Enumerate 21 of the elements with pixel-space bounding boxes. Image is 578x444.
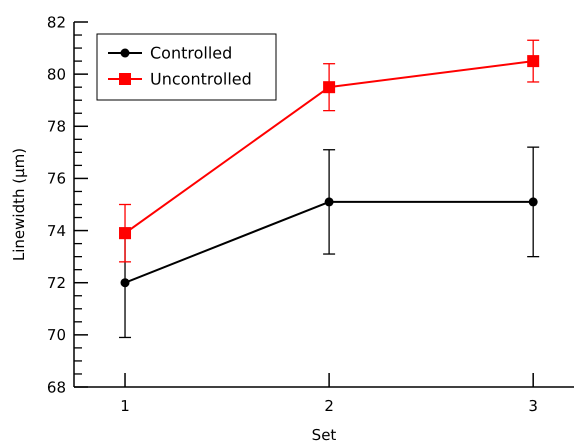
y-tick-label: 70 <box>46 326 66 344</box>
legend-label: Uncontrolled <box>150 70 252 89</box>
y-tick-label: 82 <box>46 13 66 32</box>
x-axis-title: Set <box>312 426 336 444</box>
legend-label: Controlled <box>150 44 232 63</box>
x-tick-label: 1 <box>120 397 130 415</box>
y-tick-label: 74 <box>46 222 66 240</box>
y-tick-label: 76 <box>46 170 66 188</box>
x-tick-label: 2 <box>324 397 334 415</box>
point <box>528 197 538 206</box>
y-tick-label: 80 <box>46 65 66 84</box>
y-tick-label: 68 <box>46 378 66 396</box>
y-axis-title: Linewidth (µm) <box>10 148 28 262</box>
point <box>323 81 336 94</box>
x-tick-label: 3 <box>528 397 538 415</box>
y-tick-label: 78 <box>46 118 66 136</box>
point <box>527 55 540 68</box>
y-tick-label: 72 <box>46 274 66 292</box>
point <box>120 278 130 288</box>
point <box>119 227 132 240</box>
point <box>324 197 334 206</box>
